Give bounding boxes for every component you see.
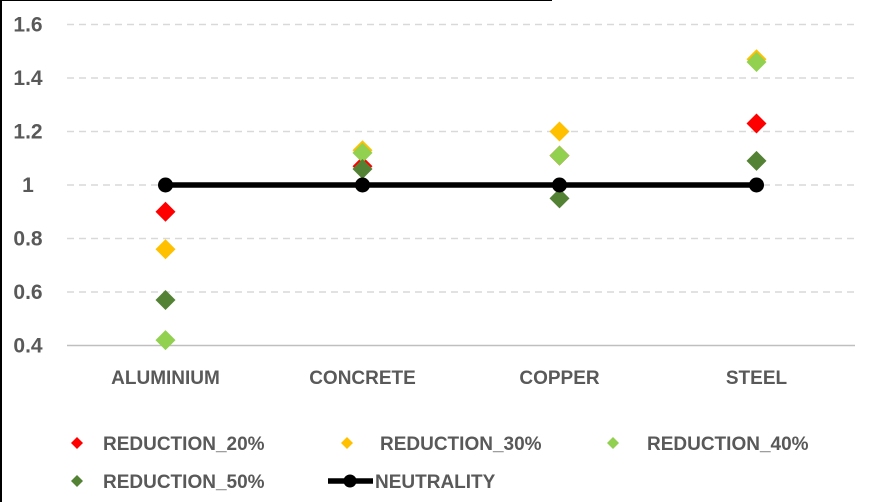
legend-reduction_50%-marker-icon: [71, 475, 83, 487]
y-tick-label: 1.4: [13, 67, 43, 90]
legend-reduction_20%-marker-icon: [71, 437, 83, 449]
point-reduction_20%-aluminium: [155, 201, 176, 222]
neutrality-marker-concrete: [355, 177, 370, 193]
x-category-label: ALUMINIUM: [111, 368, 220, 389]
point-reduction_30%-aluminium: [155, 239, 176, 260]
x-category-label: CONCRETE: [309, 368, 416, 389]
y-tick-label: 0.8: [13, 228, 43, 251]
left-border-line: [0, 0, 2, 502]
legend-reduction_40%-label: REDUCTION_40%: [647, 434, 809, 455]
point-reduction_20%-steel: [746, 113, 767, 134]
neutrality-marker-steel: [749, 177, 764, 193]
point-reduction_50%-concrete: [352, 158, 373, 179]
point-reduction_40%-steel: [746, 51, 767, 72]
neutrality-marker-copper: [552, 177, 567, 193]
point-reduction_50%-copper: [549, 188, 570, 209]
y-tick-label: 0.6: [13, 281, 42, 304]
y-tick-label: 1: [22, 174, 34, 197]
legend-reduction_40%-marker-icon: [607, 437, 619, 449]
point-reduction_40%-concrete: [352, 142, 373, 163]
legend-reduction_30%-label: REDUCTION_30%: [380, 434, 542, 455]
legend-neutrality-label: NEUTRALITY: [375, 472, 496, 493]
legend-reduction_20%-label: REDUCTION_20%: [103, 434, 265, 455]
point-reduction_50%-steel: [746, 150, 767, 171]
legend-reduction_50%-label: REDUCTION_50%: [103, 472, 265, 493]
point-reduction_30%-copper: [549, 121, 570, 142]
y-tick-label: 1.6: [13, 14, 42, 37]
legend-neutrality-dot-icon: [343, 474, 357, 488]
x-category-label: STEEL: [726, 368, 788, 389]
x-category-label: COPPER: [519, 368, 600, 389]
neutrality-marker-aluminium: [158, 177, 173, 193]
top-border-line: [0, 0, 552, 1]
y-tick-label: 1.2: [13, 121, 42, 144]
point-reduction_40%-copper: [549, 145, 570, 166]
point-reduction_40%-aluminium: [155, 330, 176, 351]
point-reduction_50%-aluminium: [155, 290, 176, 311]
y-tick-label: 0.4: [13, 335, 43, 358]
legend-reduction_30%-marker-icon: [341, 437, 353, 449]
